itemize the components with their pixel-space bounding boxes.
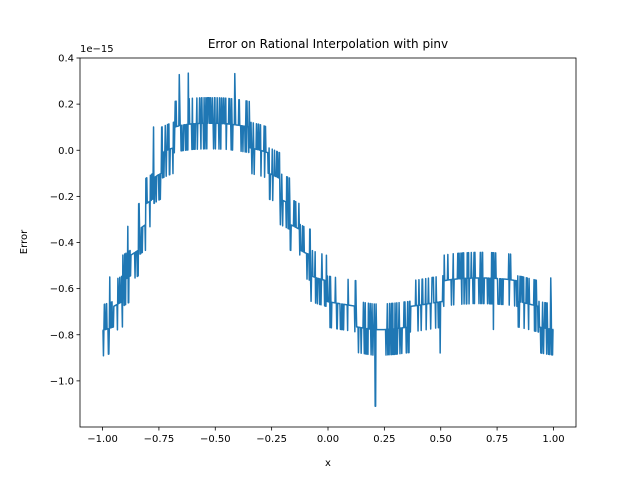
x-tick-label: 0.75 — [486, 434, 508, 445]
y-axis: −1.0 −0.8 −0.6 −0.4 −0.2 0.0 0.2 0.4 — [50, 54, 80, 387]
x-tick-label: 1.00 — [542, 434, 564, 445]
y-offset-text: 1e−15 — [80, 44, 114, 55]
y-tick-label: −0.6 — [50, 284, 74, 295]
y-tick-label: −0.8 — [50, 330, 74, 341]
y-tick-label: −0.4 — [50, 238, 74, 249]
x-axis: −1.00 −0.75 −0.50 −0.25 0.00 0.25 0.50 0.75 1.00 — [87, 427, 565, 445]
x-tick-label: 0.25 — [373, 434, 395, 445]
chart-title: Error on Rational Interpolation with pin… — [208, 37, 448, 51]
plot-area — [102, 72, 554, 407]
x-tick-label: −0.25 — [256, 434, 287, 445]
x-tick-label: 0.00 — [317, 434, 339, 445]
x-tick-label: 0.50 — [430, 434, 452, 445]
series-line — [102, 72, 554, 407]
x-tick-label: −1.00 — [87, 434, 118, 445]
x-tick-label: −0.50 — [200, 434, 231, 445]
y-tick-label: 0.0 — [58, 146, 74, 157]
y-axis-label: Error — [19, 229, 30, 254]
y-tick-label: 0.4 — [58, 54, 74, 65]
x-tick-label: −0.75 — [144, 434, 175, 445]
x-axis-label: x — [325, 458, 331, 469]
y-tick-label: −0.2 — [50, 192, 74, 203]
y-tick-label: −1.0 — [50, 376, 74, 387]
y-tick-label: 0.2 — [58, 100, 74, 111]
